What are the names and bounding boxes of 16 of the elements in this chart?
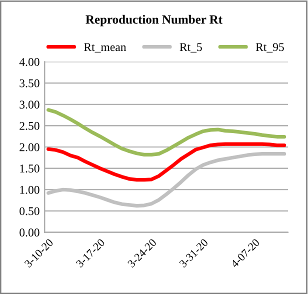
line-series (46, 142, 286, 182)
y-tick-label: 0.00 (20, 228, 40, 237)
legend-label: Rt_mean (84, 43, 126, 52)
y-tick-label: 1.50 (20, 164, 40, 173)
chart-title: Reproduction Number Rt (86, 14, 222, 26)
y-tick-label: 3.00 (20, 100, 40, 109)
y-tick-label: 3.50 (20, 79, 40, 88)
y-tick-label: 1.00 (20, 186, 40, 194)
y-tick-label: 4.00 (19, 58, 40, 66)
legend-label: Rt_5 (180, 43, 202, 52)
line-series (46, 152, 286, 208)
y-tick-label: 2.50 (20, 122, 40, 130)
legend-label: Rt_95 (256, 43, 284, 52)
line-series (46, 108, 286, 156)
y-tick-label: 2.00 (20, 143, 40, 152)
y-tick-label: 0.50 (20, 207, 40, 216)
